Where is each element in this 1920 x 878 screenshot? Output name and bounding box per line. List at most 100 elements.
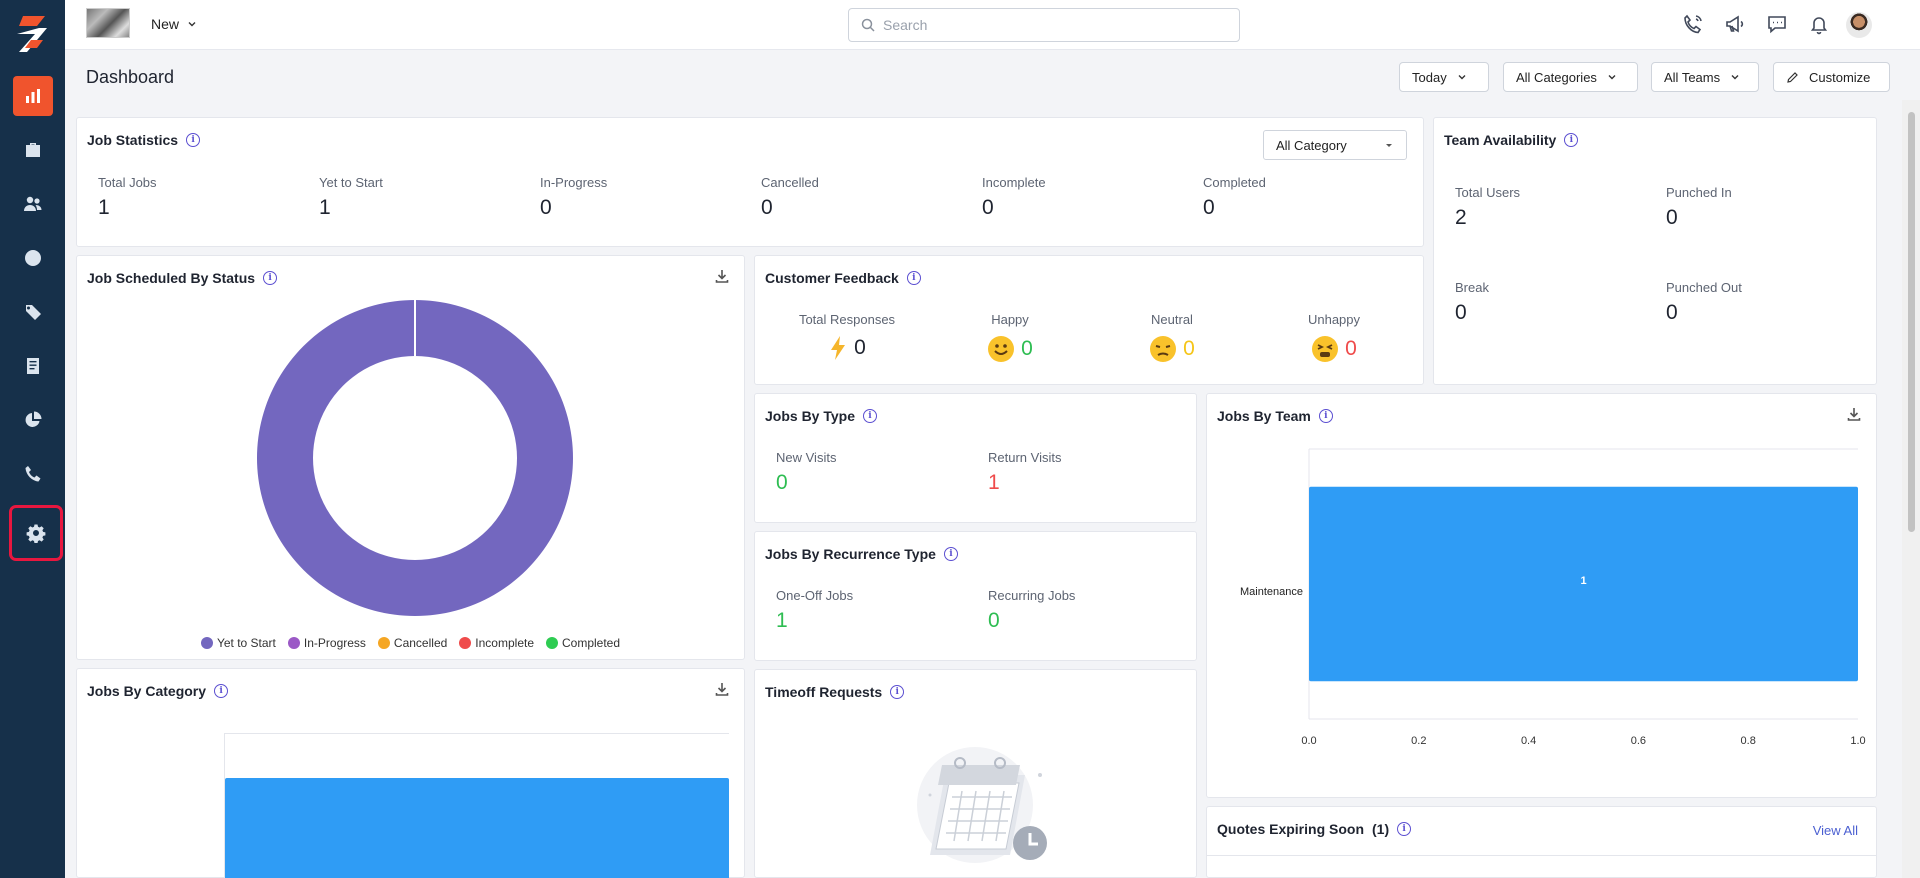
company-logo-thumbnail[interactable]: [86, 8, 130, 38]
stat-punched-in: Punched In 0: [1666, 185, 1732, 230]
teams-filter-label: All Teams: [1664, 69, 1721, 85]
happy-face-icon: [988, 336, 1015, 362]
jobs-by-recurrence-card: Jobs By Recurrence Type i One-Off Jobs 1…: [754, 531, 1197, 661]
legend-dot: [377, 637, 390, 649]
teams-filter-dropdown[interactable]: All Teams: [1651, 62, 1759, 92]
jobs-by-recurrence-title-text: Jobs By Recurrence Type: [765, 546, 936, 562]
download-icon[interactable]: [714, 268, 732, 286]
info-icon[interactable]: i: [214, 684, 229, 698]
stat-value: 0: [1666, 206, 1678, 229]
download-icon[interactable]: [1846, 406, 1864, 424]
scrollbar-thumb[interactable]: [1908, 112, 1915, 532]
stat-yet-to-start: Yet to Start 1: [319, 175, 383, 220]
job-statistics-title: Job Statistics i: [87, 132, 201, 148]
legend-label: In-Progress: [303, 636, 366, 650]
stat-total-users: Total Users 2: [1455, 185, 1520, 230]
team-availability-title-text: Team Availability: [1444, 132, 1557, 148]
nav-timesheet[interactable]: [13, 238, 53, 278]
info-icon[interactable]: i: [186, 133, 201, 147]
job-category-dropdown[interactable]: All Category: [1263, 130, 1407, 160]
chevron-down-icon: [1608, 75, 1616, 80]
customize-button[interactable]: Customize: [1773, 62, 1890, 92]
search-input[interactable]: [883, 17, 1213, 33]
nav-pricebook[interactable]: [13, 292, 53, 332]
search-box[interactable]: [848, 8, 1240, 42]
stat-cancelled: Cancelled 0: [761, 175, 819, 220]
legend-dot: [200, 637, 213, 649]
stat-label: In-Progress: [540, 175, 608, 190]
quotes-expiring-title: Quotes Expiring Soon (1) i: [1217, 821, 1412, 837]
team-availability-title: Team Availability i: [1444, 132, 1579, 148]
info-icon[interactable]: i: [863, 409, 877, 423]
nav-calls[interactable]: [13, 454, 53, 494]
nav-invoices[interactable]: [13, 346, 53, 386]
download-icon[interactable]: [714, 681, 732, 699]
info-icon[interactable]: i: [890, 685, 905, 699]
job-scheduled-title: Job Scheduled By Status i: [87, 270, 278, 286]
stat-value: 0: [988, 609, 1000, 632]
divider: [1207, 855, 1876, 856]
nav-users[interactable]: [13, 184, 53, 224]
feedback-value: 0: [1021, 337, 1033, 360]
stat-value: 0: [982, 196, 994, 219]
search-icon: [861, 18, 875, 32]
phone-icon: [25, 466, 41, 482]
info-icon[interactable]: i: [1564, 133, 1579, 147]
categories-filter-label: All Categories: [1516, 69, 1597, 85]
legend-item[interactable]: Yet to Start: [200, 636, 276, 650]
nav-reports[interactable]: [13, 400, 53, 440]
legend-item[interactable]: In-Progress: [287, 636, 366, 650]
categories-filter-dropdown[interactable]: All Categories: [1503, 62, 1638, 92]
info-icon[interactable]: i: [943, 547, 958, 561]
user-avatar[interactable]: [1846, 12, 1872, 38]
stat-label: Cancelled: [761, 175, 819, 190]
dashboard-icon: [26, 89, 40, 103]
team-bar[interactable]: [1309, 486, 1858, 682]
info-icon[interactable]: i: [263, 271, 278, 285]
donut-slice[interactable]: [256, 300, 573, 616]
stat-in-progress: In-Progress 0: [540, 175, 607, 220]
page-scrollbar[interactable]: [1902, 100, 1920, 878]
view-all-link[interactable]: View All: [1812, 823, 1858, 838]
phone-call-icon[interactable]: [1682, 13, 1704, 35]
nav-jobs[interactable]: [13, 130, 53, 170]
chevron-down-icon: [188, 22, 196, 27]
legend-item[interactable]: Completed: [546, 636, 620, 650]
stat-value: 0: [540, 196, 552, 219]
jobs-by-recurrence-title: Jobs By Recurrence Type i: [765, 546, 958, 562]
briefcase-icon: [26, 143, 40, 157]
stat-punched-out: Punched Out 0: [1666, 280, 1742, 325]
category-bar[interactable]: [225, 778, 729, 878]
nav-dashboard[interactable]: [13, 76, 53, 116]
megaphone-icon[interactable]: [1724, 13, 1746, 35]
timeoff-requests-title: Timeoff Requests i: [765, 684, 905, 700]
date-filter-dropdown[interactable]: Today: [1399, 62, 1489, 92]
new-dropdown-button[interactable]: New: [151, 16, 197, 32]
nav-settings[interactable]: [9, 505, 63, 561]
quotes-expiring-title-text: Quotes Expiring Soon: [1217, 821, 1365, 837]
jobs-by-category-card: Jobs By Category i: [76, 668, 745, 878]
bell-icon[interactable]: [1808, 13, 1830, 35]
chevron-down-icon: [1731, 75, 1739, 80]
chevron-down-icon: [1458, 75, 1466, 80]
legend-item[interactable]: Cancelled: [377, 636, 447, 650]
info-icon[interactable]: i: [1318, 409, 1333, 423]
job-category-label: All Category: [1276, 137, 1347, 153]
top-icon-group: [1682, 13, 1830, 35]
date-filter-label: Today: [1412, 69, 1447, 85]
users-icon: [24, 196, 42, 211]
jobs-by-team-title: Jobs By Team i: [1217, 408, 1333, 424]
app-logo[interactable]: [13, 14, 51, 54]
stat-incomplete: Incomplete 0: [982, 175, 1046, 220]
x-tick-label: 0.8: [1741, 735, 1756, 747]
chat-icon[interactable]: [1766, 13, 1788, 35]
info-icon[interactable]: i: [1397, 822, 1412, 836]
legend-item[interactable]: Incomplete: [459, 636, 534, 650]
legend-label: Yet to Start: [216, 636, 276, 650]
stat-label: Yet to Start: [319, 175, 383, 190]
customer-feedback-card: Customer Feedback i Total Responses 0 Ha…: [754, 255, 1424, 385]
stat-label: Return Visits: [988, 450, 1062, 465]
info-icon[interactable]: i: [906, 271, 921, 285]
job-statistics-card: Job Statistics i All Category Total Jobs…: [76, 117, 1424, 247]
feedback-label: Happy: [991, 312, 1029, 327]
